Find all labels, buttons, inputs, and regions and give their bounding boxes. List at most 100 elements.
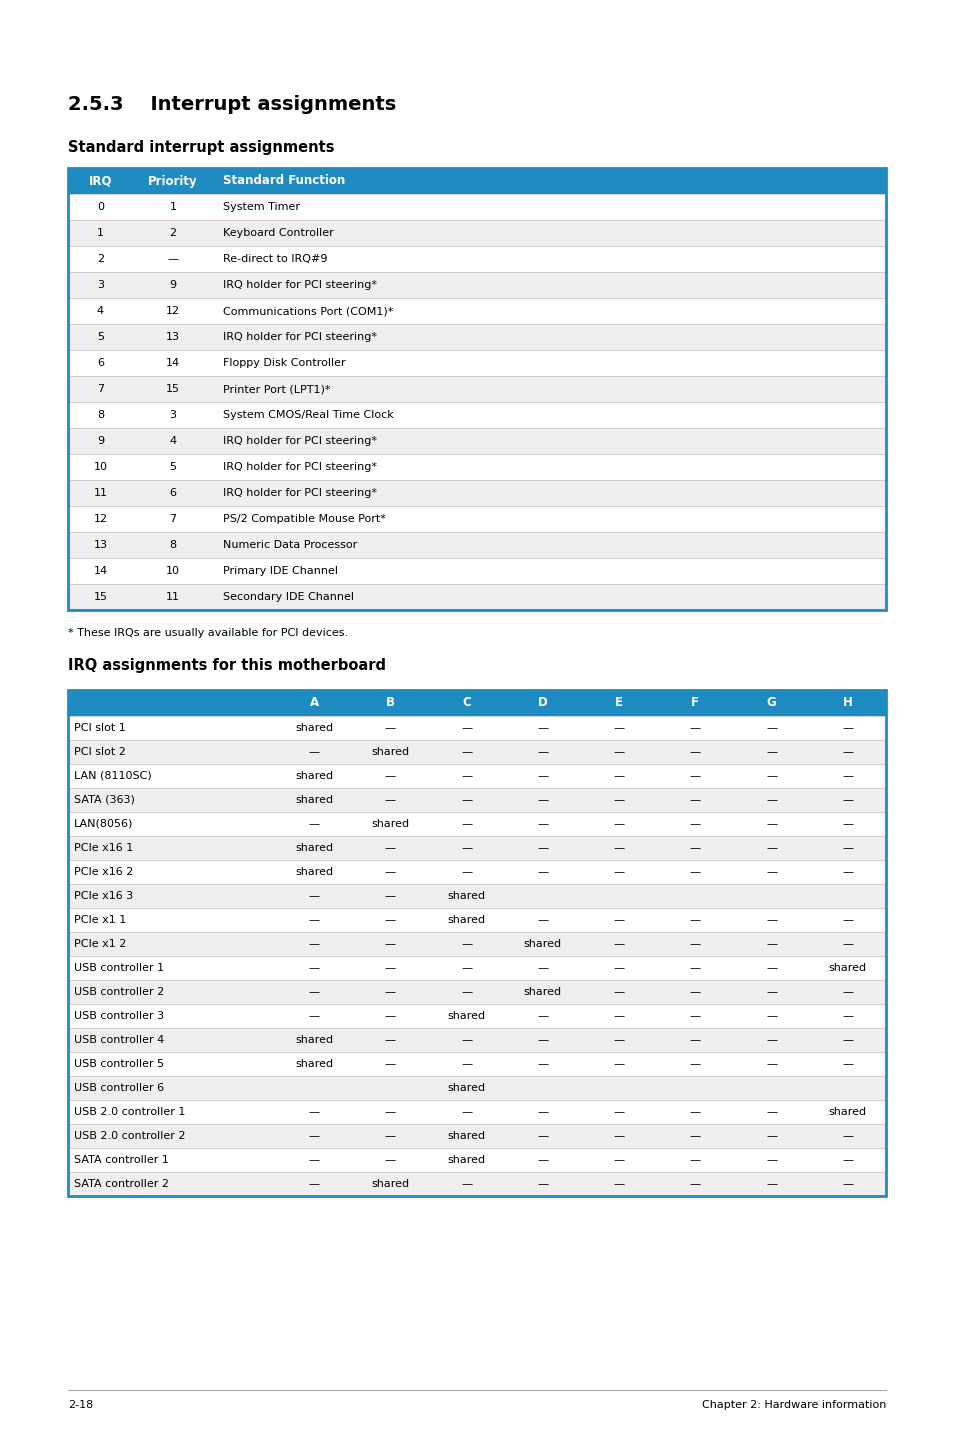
Text: —: — (460, 963, 472, 974)
Text: —: — (384, 1035, 395, 1045)
Text: —: — (537, 915, 548, 925)
Text: PCIe x1 2: PCIe x1 2 (74, 939, 126, 949)
Text: —: — (308, 963, 319, 974)
Text: USB controller 3: USB controller 3 (74, 1011, 164, 1021)
Text: —: — (841, 1035, 853, 1045)
Text: F: F (691, 696, 699, 709)
Text: —: — (689, 939, 700, 949)
Text: LAN(8056): LAN(8056) (74, 820, 133, 828)
Text: 13: 13 (166, 332, 180, 342)
Text: —: — (613, 867, 624, 877)
Text: —: — (384, 939, 395, 949)
Text: —: — (841, 1179, 853, 1189)
Text: IRQ holder for PCI steering*: IRQ holder for PCI steering* (223, 462, 376, 472)
Text: USB controller 2: USB controller 2 (74, 986, 164, 997)
Text: 10: 10 (166, 567, 180, 577)
Text: —: — (613, 1155, 624, 1165)
Text: —: — (460, 939, 472, 949)
Text: Re-direct to IRQ#9: Re-direct to IRQ#9 (223, 255, 327, 265)
Text: —: — (460, 1058, 472, 1068)
Text: —: — (384, 867, 395, 877)
Text: System CMOS/Real Time Clock: System CMOS/Real Time Clock (223, 410, 394, 420)
Text: shared: shared (523, 939, 561, 949)
Bar (68, 1053, 885, 1076)
Bar (68, 907, 885, 932)
Text: shared: shared (371, 746, 409, 756)
Text: System Timer: System Timer (223, 201, 299, 211)
Text: Numeric Data Processor: Numeric Data Processor (223, 541, 356, 549)
Text: —: — (460, 746, 472, 756)
Bar (68, 168, 885, 610)
Text: —: — (308, 1107, 319, 1117)
Text: 13: 13 (93, 541, 108, 549)
Text: —: — (384, 1155, 395, 1165)
Bar (68, 1125, 885, 1148)
Text: —: — (765, 1058, 777, 1068)
Text: 14: 14 (166, 358, 180, 368)
Text: shared: shared (294, 1035, 333, 1045)
Bar (68, 429, 885, 454)
Text: 11: 11 (166, 592, 180, 603)
Text: USB controller 4: USB controller 4 (74, 1035, 164, 1045)
Text: Printer Port (LPT1)*: Printer Port (LPT1)* (223, 384, 330, 394)
Text: —: — (765, 915, 777, 925)
Text: shared: shared (294, 843, 333, 853)
Bar (68, 835, 885, 860)
Text: —: — (460, 795, 472, 805)
Text: PCIe x16 3: PCIe x16 3 (74, 892, 133, 902)
Text: —: — (689, 746, 700, 756)
Text: —: — (841, 986, 853, 997)
Text: —: — (384, 892, 395, 902)
Text: —: — (537, 820, 548, 828)
Text: —: — (689, 1058, 700, 1068)
Text: Chapter 2: Hardware information: Chapter 2: Hardware information (700, 1401, 885, 1411)
Text: LAN (8110SC): LAN (8110SC) (74, 771, 152, 781)
Text: —: — (384, 915, 395, 925)
Text: —: — (308, 892, 319, 902)
Text: —: — (765, 1132, 777, 1140)
Text: PCIe x16 2: PCIe x16 2 (74, 867, 133, 877)
Text: —: — (765, 1107, 777, 1117)
Text: 1: 1 (170, 201, 176, 211)
Text: G: G (766, 696, 776, 709)
Text: —: — (460, 867, 472, 877)
Text: Communications Port (COM1)*: Communications Port (COM1)* (223, 306, 393, 316)
Text: —: — (765, 1035, 777, 1045)
Text: —: — (613, 1058, 624, 1068)
Text: —: — (765, 795, 777, 805)
Text: shared: shared (523, 986, 561, 997)
Text: —: — (689, 1107, 700, 1117)
Text: —: — (537, 771, 548, 781)
Text: —: — (841, 1058, 853, 1068)
Bar (68, 1028, 885, 1053)
Text: IRQ assignments for this motherboard: IRQ assignments for this motherboard (68, 659, 386, 673)
Text: —: — (613, 1035, 624, 1045)
Text: —: — (841, 915, 853, 925)
Text: Keyboard Controller: Keyboard Controller (223, 229, 334, 239)
Text: Standard interrupt assignments: Standard interrupt assignments (68, 139, 335, 155)
Text: —: — (613, 843, 624, 853)
Text: —: — (537, 963, 548, 974)
Text: —: — (613, 795, 624, 805)
Text: —: — (168, 255, 178, 265)
Text: —: — (689, 1132, 700, 1140)
Bar (68, 375, 885, 403)
Text: IRQ holder for PCI steering*: IRQ holder for PCI steering* (223, 332, 376, 342)
Text: —: — (765, 1179, 777, 1189)
Text: —: — (460, 843, 472, 853)
Text: —: — (689, 915, 700, 925)
Text: —: — (308, 1155, 319, 1165)
Text: —: — (308, 746, 319, 756)
Text: —: — (841, 771, 853, 781)
Text: E: E (615, 696, 622, 709)
Text: —: — (308, 1011, 319, 1021)
Text: 12: 12 (166, 306, 180, 316)
Text: PCIe x1 1: PCIe x1 1 (74, 915, 126, 925)
Text: —: — (841, 843, 853, 853)
Text: 8: 8 (97, 410, 104, 420)
Text: —: — (537, 1155, 548, 1165)
Text: Primary IDE Channel: Primary IDE Channel (223, 567, 337, 577)
Text: —: — (841, 795, 853, 805)
Text: —: — (689, 1179, 700, 1189)
Text: —: — (689, 820, 700, 828)
